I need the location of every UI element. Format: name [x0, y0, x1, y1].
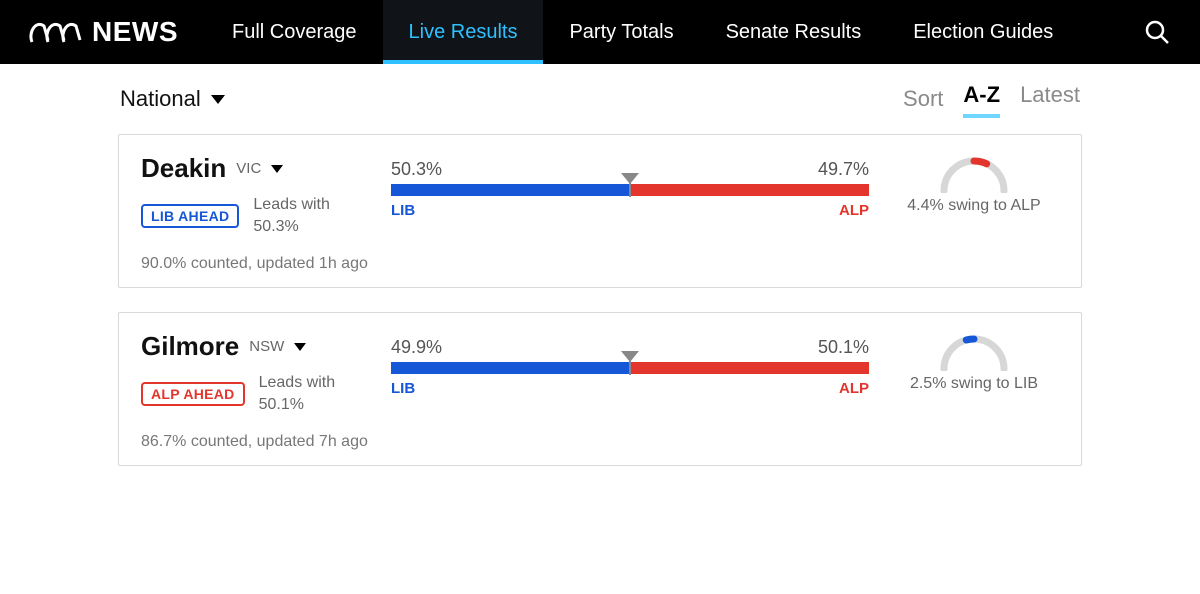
swing-gauge-icon	[934, 331, 1014, 371]
chevron-down-icon	[211, 95, 225, 104]
sort-label: Sort	[903, 86, 943, 112]
sort-group: Sort A-Z Latest	[903, 82, 1080, 116]
seat-expand-toggle[interactable]: Deakin VIC	[141, 153, 391, 184]
nav-senate-results[interactable]: Senate Results	[700, 0, 888, 64]
seat-state: VIC	[236, 160, 261, 177]
nav-full-coverage[interactable]: Full Coverage	[206, 0, 383, 64]
right-pct: 49.7%	[818, 159, 869, 180]
seat-expand-toggle[interactable]: Gilmore NSW	[141, 331, 391, 362]
nav-party-totals[interactable]: Party Totals	[543, 0, 699, 64]
seat-footer: 86.7% counted, updated 7h ago	[141, 433, 1059, 451]
seat-state: NSW	[249, 338, 284, 355]
nav-live-results[interactable]: Live Results	[383, 0, 544, 64]
scope-label: National	[120, 86, 201, 112]
search-button[interactable]	[1114, 19, 1200, 45]
lead-text: Leads with 50.3%	[253, 194, 330, 237]
brand-logo[interactable]: NEWS	[0, 16, 206, 48]
seat-footer: 90.0% counted, updated 1h ago	[141, 255, 1059, 273]
seat-list: Deakin VIC LIB AHEAD Leads with 50.3% 50…	[0, 124, 1200, 510]
right-party: ALP	[839, 380, 869, 397]
seat-card: Gilmore NSW ALP AHEAD Leads with 50.1% 4…	[118, 312, 1082, 466]
swing-text: 4.4% swing to ALP	[889, 197, 1059, 215]
brand-text: NEWS	[92, 16, 178, 48]
bar-right	[630, 362, 869, 374]
swing-text: 2.5% swing to LIB	[889, 375, 1059, 393]
seat-card: Deakin VIC LIB AHEAD Leads with 50.3% 50…	[118, 134, 1082, 288]
chevron-down-icon	[271, 165, 283, 173]
left-party: LIB	[391, 202, 415, 219]
abc-logo-icon	[28, 18, 82, 46]
seat-name: Gilmore	[141, 331, 239, 362]
midpoint-marker-icon	[621, 351, 639, 362]
chevron-down-icon	[294, 343, 306, 351]
seat-name: Deakin	[141, 153, 226, 184]
right-party: ALP	[839, 202, 869, 219]
right-pct: 50.1%	[818, 337, 869, 358]
left-party: LIB	[391, 380, 415, 397]
top-nav-bar: NEWS Full Coverage Live Results Party To…	[0, 0, 1200, 64]
lead-badge: ALP AHEAD	[141, 382, 245, 406]
two-party-bar: 50.3% 49.7% LIB ALP	[391, 153, 889, 219]
sort-option-az[interactable]: A-Z	[963, 82, 1000, 116]
left-pct: 50.3%	[391, 159, 442, 180]
sort-option-latest[interactable]: Latest	[1020, 82, 1080, 116]
scope-dropdown[interactable]: National	[120, 86, 225, 112]
nav-election-guides[interactable]: Election Guides	[887, 0, 1079, 64]
lead-text: Leads with 50.1%	[259, 372, 336, 415]
swing-gauge-icon	[934, 153, 1014, 193]
lead-badge: LIB AHEAD	[141, 204, 239, 228]
bar-left	[391, 362, 630, 374]
bar-right	[631, 184, 869, 196]
left-pct: 49.9%	[391, 337, 442, 358]
bar-left	[391, 184, 631, 196]
filter-row: National Sort A-Z Latest	[0, 64, 1200, 124]
search-icon	[1144, 19, 1170, 45]
main-nav: Full Coverage Live Results Party Totals …	[206, 0, 1114, 64]
midpoint-marker-icon	[621, 173, 639, 184]
two-party-bar: 49.9% 50.1% LIB ALP	[391, 331, 889, 397]
swing-indicator: 2.5% swing to LIB	[889, 331, 1059, 393]
swing-indicator: 4.4% swing to ALP	[889, 153, 1059, 215]
